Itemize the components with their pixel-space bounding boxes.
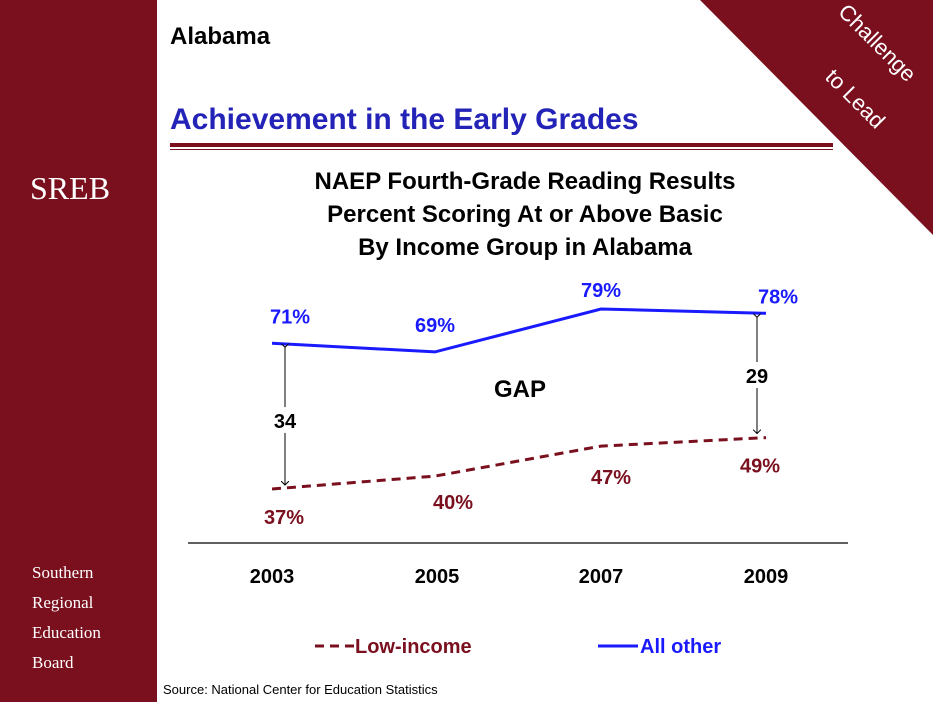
corner-triangle [700, 0, 933, 235]
data-label-all-other-2005: 69% [415, 315, 455, 337]
data-label-all-other-2003: 71% [270, 306, 310, 328]
x-tick-2003: 2003 [250, 566, 295, 588]
gap-value-2003: 34 [274, 411, 297, 433]
x-tick-2009: 2009 [744, 566, 789, 588]
gap-value-2009: 29 [746, 366, 768, 388]
chart-title-line-3: By Income Group in Alabama [358, 234, 692, 261]
data-label-low-income-2005: 40% [433, 492, 473, 514]
data-label-low-income-2003: 37% [264, 507, 304, 529]
x-tick-labels: 2003 2005 2007 2009 [250, 566, 789, 588]
chart-title-line-1: NAEP Fourth-Grade Reading Results [315, 168, 736, 195]
data-label-all-other-2009: 78% [758, 286, 798, 308]
legend-label-low-income: Low-income [355, 636, 472, 658]
sreb-logo: SREB [30, 170, 111, 206]
corner-badge: Challenge to Lead [700, 0, 933, 235]
org-line-2: Regional [32, 593, 94, 612]
gap-value-2009-backing [741, 362, 773, 388]
sidebar: SREB Southern Regional Education Board [0, 0, 157, 702]
state-label: Alabama [170, 23, 271, 50]
x-tick-2005: 2005 [415, 566, 460, 588]
x-tick-2007: 2007 [579, 566, 624, 588]
legend: Low-income All other [315, 636, 721, 658]
gap-value-2003-backing [269, 407, 301, 433]
gap-label: GAP [494, 376, 546, 403]
title-rule-thin [170, 149, 833, 150]
org-line-1: Southern [32, 563, 94, 582]
chart-title-line-2: Percent Scoring At or Above Basic [327, 201, 723, 228]
legend-label-all-other: All other [640, 636, 721, 658]
data-labels: 71% 69% 79% 78% 37% 40% 47% 49% [264, 280, 798, 529]
org-line-4: Board [32, 653, 74, 672]
page-title: Achievement in the Early Grades [170, 103, 639, 136]
org-line-3: Education [32, 623, 101, 642]
organization-name: Southern Regional Education Board [32, 558, 101, 678]
series-line-all-other [271, 307, 767, 354]
data-label-all-other-2007: 79% [581, 280, 621, 302]
source-note: Source: National Center for Education St… [163, 682, 438, 697]
title-rule-thick [170, 143, 833, 147]
data-label-low-income-2007: 47% [591, 467, 631, 489]
series-line-low-income [271, 436, 767, 491]
data-label-low-income-2009: 49% [740, 456, 780, 478]
